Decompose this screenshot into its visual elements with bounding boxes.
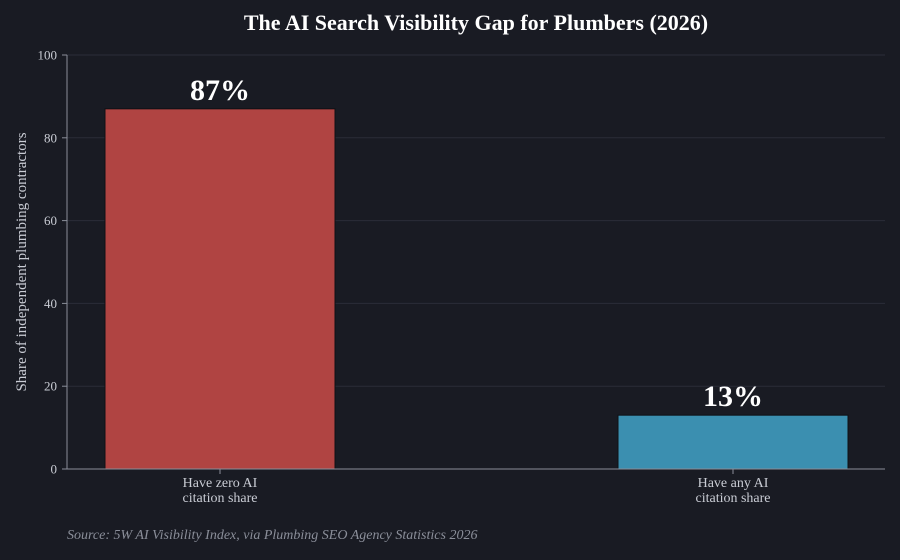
- y-tick-label: 20: [44, 379, 57, 394]
- y-tick-label: 60: [44, 213, 57, 228]
- y-axis-label: Share of independent plumbing contractor…: [14, 132, 30, 391]
- bar-2: [617, 414, 849, 470]
- x-tick-label-2: Have any AI citation share: [695, 476, 770, 506]
- axes: [62, 54, 885, 474]
- y-tick-label: 100: [38, 48, 58, 63]
- chart-title: The AI Search Visibility Gap for Plumber…: [244, 10, 708, 35]
- x-tick-label-1: Have zero AI citation share: [182, 476, 257, 506]
- data-label-1: 87%: [190, 74, 250, 107]
- x-tick-label-line: Have any AI: [698, 476, 769, 491]
- data-label-2: 13%: [703, 380, 763, 413]
- x-tick-label-line: citation share: [695, 491, 770, 506]
- x-tick-label-line: Have zero AI: [183, 476, 258, 491]
- x-tick-label-line: citation share: [182, 491, 257, 506]
- y-tick-label: 0: [51, 462, 58, 477]
- bar-1: [104, 108, 336, 470]
- bars: [104, 108, 849, 470]
- y-tick-label: 80: [44, 130, 57, 145]
- source-note: Source: 5W AI Visibility Index, via Plum…: [67, 528, 477, 543]
- y-tick-label: 40: [44, 296, 57, 311]
